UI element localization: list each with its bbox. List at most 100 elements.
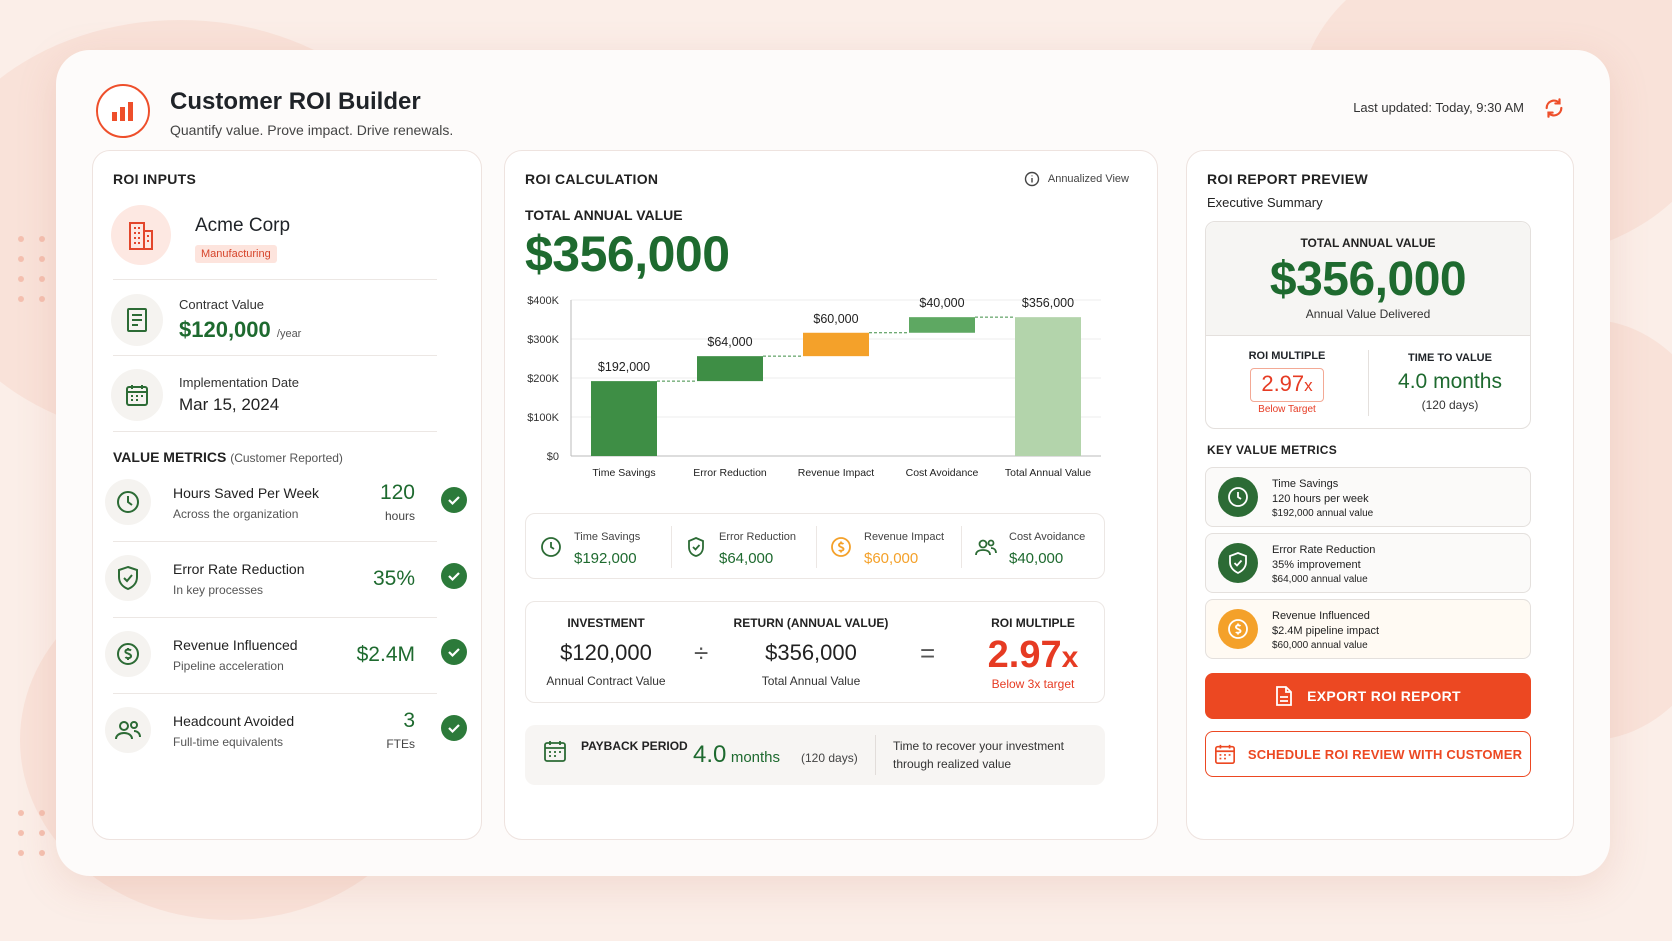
bar [697, 356, 763, 382]
document-icon [1276, 686, 1293, 706]
breakdown-label: Revenue Impact [864, 531, 945, 543]
ttv-sub: (120 days) [1421, 398, 1479, 412]
bar [591, 381, 657, 456]
y-tick-label: $0 [547, 451, 559, 463]
bar [909, 317, 975, 333]
investment-column: INVESTMENT $120,000 Annual Contract Valu… [526, 602, 686, 688]
industry-badge: Manufacturing [195, 245, 277, 263]
executive-summary-label: Executive Summary [1207, 195, 1323, 210]
roi-number: 2.97 [987, 634, 1062, 676]
metric-row[interactable]: Revenue Influenced Pipeline acceleration… [105, 625, 471, 697]
investment-value: $120,000 [560, 640, 652, 665]
roi-multiple-column: ROI MULTIPLE 2.97x Below 3x target [966, 602, 1100, 691]
roi-report-panel: ROI REPORT PREVIEW Executive Summary TOT… [1186, 150, 1574, 840]
contract-amount: $120,000 [179, 317, 271, 342]
value-metrics-note: (Customer Reported) [230, 451, 343, 465]
people-icon [973, 534, 999, 560]
payback-label: PAYBACK PERIOD [581, 739, 688, 753]
summary-roi-label: ROI MULTIPLE [1248, 350, 1326, 362]
panel-title: ROI INPUTS [113, 171, 197, 187]
return-heading: RETURN (ANNUAL VALUE) [733, 616, 889, 630]
return-sub: Total Annual Value [761, 674, 861, 688]
breakdown-item: Revenue Impact $60,000 [816, 514, 961, 580]
contract-value: $120,000 /year [179, 317, 301, 343]
waterfall-chart: $0 $100K $200K $300K $400K $192,000 Time Savin… [527, 295, 1101, 479]
roi-inputs-panel: ROI INPUTS Acme Corp Manufacturing Contr… [92, 150, 482, 840]
kv-line: $60,000 annual value [1272, 640, 1368, 651]
panel-title: ROI REPORT PREVIEW [1207, 171, 1368, 187]
roi-multiple-value: 2.97x [966, 634, 1100, 677]
divider [113, 617, 437, 618]
metric-desc: In key processes [173, 583, 264, 597]
key-metric-card[interactable]: Time Savings 120 hours per week $192,000… [1205, 467, 1531, 527]
chart-logo-icon [96, 84, 150, 138]
roi-multiple-heading: ROI MULTIPLE [991, 616, 1075, 630]
key-metric-card[interactable]: Error Rate Reduction 35% improvement $64… [1205, 533, 1531, 593]
roi-formula: INVESTMENT $120,000 Annual Contract Valu… [525, 601, 1105, 703]
key-metric-card[interactable]: Revenue Influenced $2.4M pipeline impact… [1205, 599, 1531, 659]
refresh-icon[interactable] [1538, 92, 1570, 124]
clock-icon [105, 479, 151, 525]
metric-desc: Full-time equivalents [173, 735, 284, 749]
x-tick-label: Revenue Impact [798, 467, 875, 479]
metric-value: 3 [403, 709, 415, 732]
contract-unit: /year [276, 328, 302, 340]
check-icon [441, 563, 467, 589]
breakdown-label: Cost Avoidance [1009, 531, 1086, 543]
metric-value: 120 [379, 481, 415, 504]
return-column: RETURN (ANNUAL VALUE) $356,000 Total Ann… [726, 602, 896, 688]
divider [113, 279, 437, 280]
calendar-icon [543, 739, 567, 768]
summary-roi-x: x [1304, 376, 1313, 395]
check-icon [441, 715, 467, 741]
metric-name: Error Rate Reduction [173, 561, 305, 577]
summary-total-sub: Annual Value Delivered [1305, 307, 1431, 321]
check-icon [441, 639, 467, 665]
metric-row[interactable]: Headcount Avoided Full-time equivalents … [105, 701, 471, 773]
data-label: $64,000 [707, 335, 752, 349]
equals-operator: = [920, 638, 936, 668]
investment-sub: Annual Contract Value [546, 674, 666, 688]
payback-note-line: through realized value [893, 757, 1012, 771]
summary-roi: ROI MULTIPLE 2.97x Below Target [1206, 336, 1368, 430]
app-subtitle: Quantify value. Prove impact. Drive rene… [170, 122, 454, 138]
clock-icon [1218, 477, 1258, 517]
kv-line: $2.4M pipeline impact [1272, 625, 1380, 637]
summary-roi-note: Below Target [1258, 404, 1316, 415]
summary-total: TOTAL ANNUAL VALUE $356,000 Annual Value… [1206, 222, 1530, 336]
clock-icon [538, 534, 564, 560]
dollar-icon [1218, 609, 1258, 649]
annualized-view-toggle[interactable]: Annualized View [1024, 171, 1129, 187]
divider [113, 693, 437, 694]
data-label: $356,000 [1022, 296, 1074, 310]
company-name: Acme Corp [195, 215, 291, 236]
header: Customer ROI Builder Quantify value. Pro… [96, 82, 1570, 142]
kv-title: Revenue Influenced [1272, 610, 1370, 622]
kv-line: $192,000 annual value [1272, 508, 1374, 519]
summary-ttv: TIME TO VALUE 4.0 months (120 days) [1368, 336, 1532, 430]
breakdown-value: $40,000 [1009, 550, 1064, 567]
shield-icon [105, 555, 151, 601]
app-title: Customer ROI Builder [170, 88, 421, 115]
check-icon [441, 487, 467, 513]
annualized-view-label: Annualized View [1047, 173, 1129, 185]
calendar-icon [1214, 744, 1235, 764]
roi-target-note: Below 3x target [991, 677, 1075, 691]
payback-period: PAYBACK PERIOD 4.0 months (120 days) Tim… [525, 725, 1105, 785]
x-tick-label: Time Savings [592, 467, 655, 479]
kv-title: Error Rate Reduction [1272, 544, 1376, 556]
metric-value: 35% [372, 567, 415, 590]
payback-days: (120 days) [801, 751, 858, 765]
metric-row[interactable]: Error Rate Reduction In key processes 35… [105, 549, 471, 621]
dollar-icon [828, 534, 854, 560]
y-tick-label: $400K [527, 295, 559, 307]
export-roi-report-button[interactable]: EXPORT ROI REPORT [1205, 673, 1531, 719]
info-icon [1024, 171, 1040, 187]
kv-title: Time Savings [1272, 478, 1339, 490]
schedule-roi-review-button[interactable]: SCHEDULE ROI REVIEW WITH CUSTOMER [1205, 731, 1531, 777]
ttv-value: 4.0 months [1398, 370, 1502, 393]
metric-row[interactable]: Hours Saved Per Week Across the organiza… [105, 473, 471, 545]
key-value-metrics-title: KEY VALUE METRICS [1207, 443, 1338, 457]
payback-value: 4.0 months [693, 741, 780, 769]
x-tick-label: Cost Avoidance [906, 467, 979, 479]
